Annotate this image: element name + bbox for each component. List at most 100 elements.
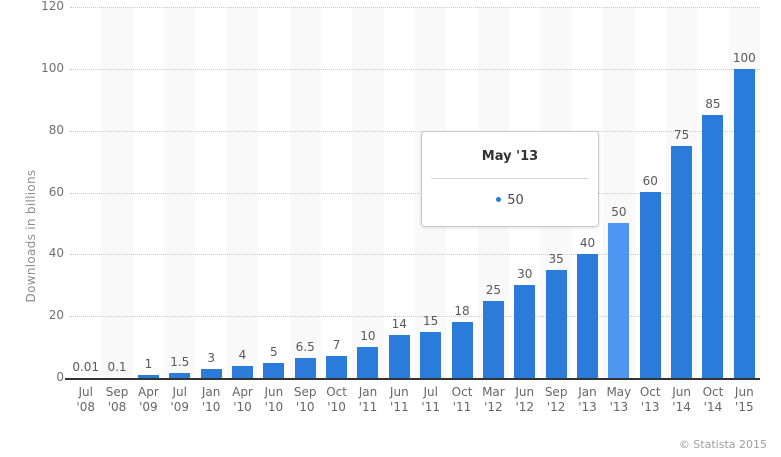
bar-jun15[interactable]	[733, 69, 755, 378]
bar-jun12[interactable]	[514, 285, 536, 378]
x-axis-tick-label: Oct '14	[697, 385, 728, 415]
x-tick-year: '10	[295, 400, 315, 414]
bar-value-label: 7	[332, 338, 341, 352]
x-tick-year: '10	[264, 400, 284, 414]
x-axis-tick-label: Jun '15	[729, 385, 760, 415]
x-tick-year: '11	[452, 400, 472, 414]
bar-mar12[interactable]	[482, 301, 504, 378]
x-axis-tick-label: Jul '09	[164, 385, 195, 415]
bar-sep10[interactable]	[294, 358, 316, 378]
bar-oct14[interactable]	[702, 115, 724, 378]
bar-value-label: 10	[360, 329, 376, 343]
x-tick-year: '12	[546, 400, 566, 414]
x-axis-tick-label: Jul '08	[70, 385, 101, 415]
bar-value-label: 4	[238, 348, 247, 362]
x-axis-tick-label: Oct '13	[635, 385, 666, 415]
x-axis-labels: Jul '08 Sep '08 Apr '09 Jul '09 Jan '10 Apr '10 Jun '…	[70, 385, 760, 419]
x-axis-tick-label: Jan '13	[572, 385, 603, 415]
bar-apr09[interactable]	[137, 375, 159, 378]
bar-value-label: 40	[579, 236, 596, 250]
bar-apr10[interactable]	[232, 366, 253, 378]
x-tick-year: '10	[327, 400, 346, 414]
bar-value-label: 15	[423, 314, 439, 328]
y-axis-tick-label: 40	[48, 246, 64, 261]
x-tick-year: '10	[201, 400, 221, 414]
x-axis-tick-label: Jul '11	[415, 385, 446, 415]
x-tick-year: '09	[139, 400, 158, 414]
bar-value-label: 100	[732, 51, 756, 65]
x-tick-month: Jul	[423, 385, 438, 399]
x-tick-month: Jul	[172, 385, 187, 399]
bar-jan13[interactable]	[577, 254, 598, 378]
bar-jan11[interactable]	[357, 347, 379, 378]
x-tick-year: '10	[233, 400, 252, 414]
statista-watermark: © Statista 2015	[678, 438, 767, 451]
x-axis-line	[65, 378, 760, 380]
bar-jun10[interactable]	[263, 363, 285, 378]
bar-may13[interactable]	[608, 223, 630, 378]
x-tick-month: Mar	[482, 385, 505, 399]
bar-value-label: 60	[642, 174, 658, 188]
x-axis-tick-label: Jan '10	[195, 385, 226, 415]
bar-value-label: 14	[391, 317, 407, 331]
x-axis-tick-label: Sep '12	[540, 385, 571, 415]
bar-value-label: 75	[673, 128, 690, 142]
bar-jul09[interactable]	[169, 373, 191, 378]
bar-jun11[interactable]	[388, 335, 410, 378]
gridline	[70, 254, 760, 256]
bar-jan10[interactable]	[200, 369, 222, 378]
x-tick-month: Jan	[578, 385, 597, 399]
x-tick-year: '08	[76, 400, 95, 414]
x-axis-tick-label: Sep '08	[101, 385, 132, 415]
x-tick-month: Jan	[358, 385, 378, 399]
x-tick-year: '09	[170, 400, 190, 414]
tooltip-value-row: 50	[422, 193, 598, 208]
bar-jul11[interactable]	[420, 332, 442, 378]
x-tick-year: '11	[421, 400, 440, 414]
x-tick-year: '08	[107, 400, 127, 414]
gridline	[70, 68, 760, 70]
x-tick-month: Oct	[326, 385, 347, 399]
x-axis-tick-label: Sep '10	[290, 385, 321, 415]
bar-oct11[interactable]	[451, 322, 473, 378]
x-tick-year: '13	[640, 400, 660, 414]
x-tick-year: '12	[515, 400, 535, 414]
x-tick-month: Oct	[639, 385, 661, 399]
bar-value-label: 3	[207, 351, 215, 365]
x-tick-month: Apr	[138, 385, 159, 399]
x-tick-year: '13	[578, 400, 597, 414]
x-tick-year: '11	[358, 400, 378, 414]
bar-oct10[interactable]	[326, 356, 348, 378]
x-tick-month: Jul	[78, 385, 93, 399]
x-tick-month: Jun	[672, 385, 691, 399]
bar-jun14[interactable]	[671, 146, 693, 378]
x-axis-tick-label: May '13	[603, 385, 634, 415]
bar-value-label: 1.5	[170, 355, 190, 369]
x-tick-month: Jan	[201, 385, 221, 399]
x-axis-tick-label: Jun '10	[258, 385, 289, 415]
gridline	[70, 130, 760, 132]
y-axis-tick-label: 60	[48, 184, 64, 199]
gridline	[70, 7, 760, 8]
bar-oct13[interactable]	[639, 192, 661, 378]
x-tick-month: Jun	[515, 385, 535, 399]
x-tick-year: '12	[484, 400, 503, 414]
y-axis-tick-label: 0	[56, 370, 64, 384]
y-axis-tick-label: 120	[41, 0, 64, 13]
bar-value-label: 30	[517, 267, 533, 281]
x-axis-tick-label: Jun '14	[666, 385, 697, 415]
x-tick-month: Jun	[264, 385, 284, 399]
gridline	[70, 316, 760, 318]
bar-sep12[interactable]	[545, 270, 567, 378]
y-axis-tick-label: 100	[41, 60, 64, 75]
tooltip-title: May '13	[481, 149, 539, 164]
bar-value-label: 0.1	[107, 360, 127, 374]
y-axis-tick-label: 20	[48, 308, 64, 323]
x-tick-month: Sep	[293, 385, 317, 399]
x-axis-tick-label: Mar '12	[478, 385, 509, 415]
x-tick-month: Apr	[232, 385, 253, 399]
x-axis-tick-label: Jan '11	[352, 385, 383, 415]
bar-value-label: 0.01	[72, 360, 100, 374]
bar-value-label: 6.5	[295, 340, 315, 354]
